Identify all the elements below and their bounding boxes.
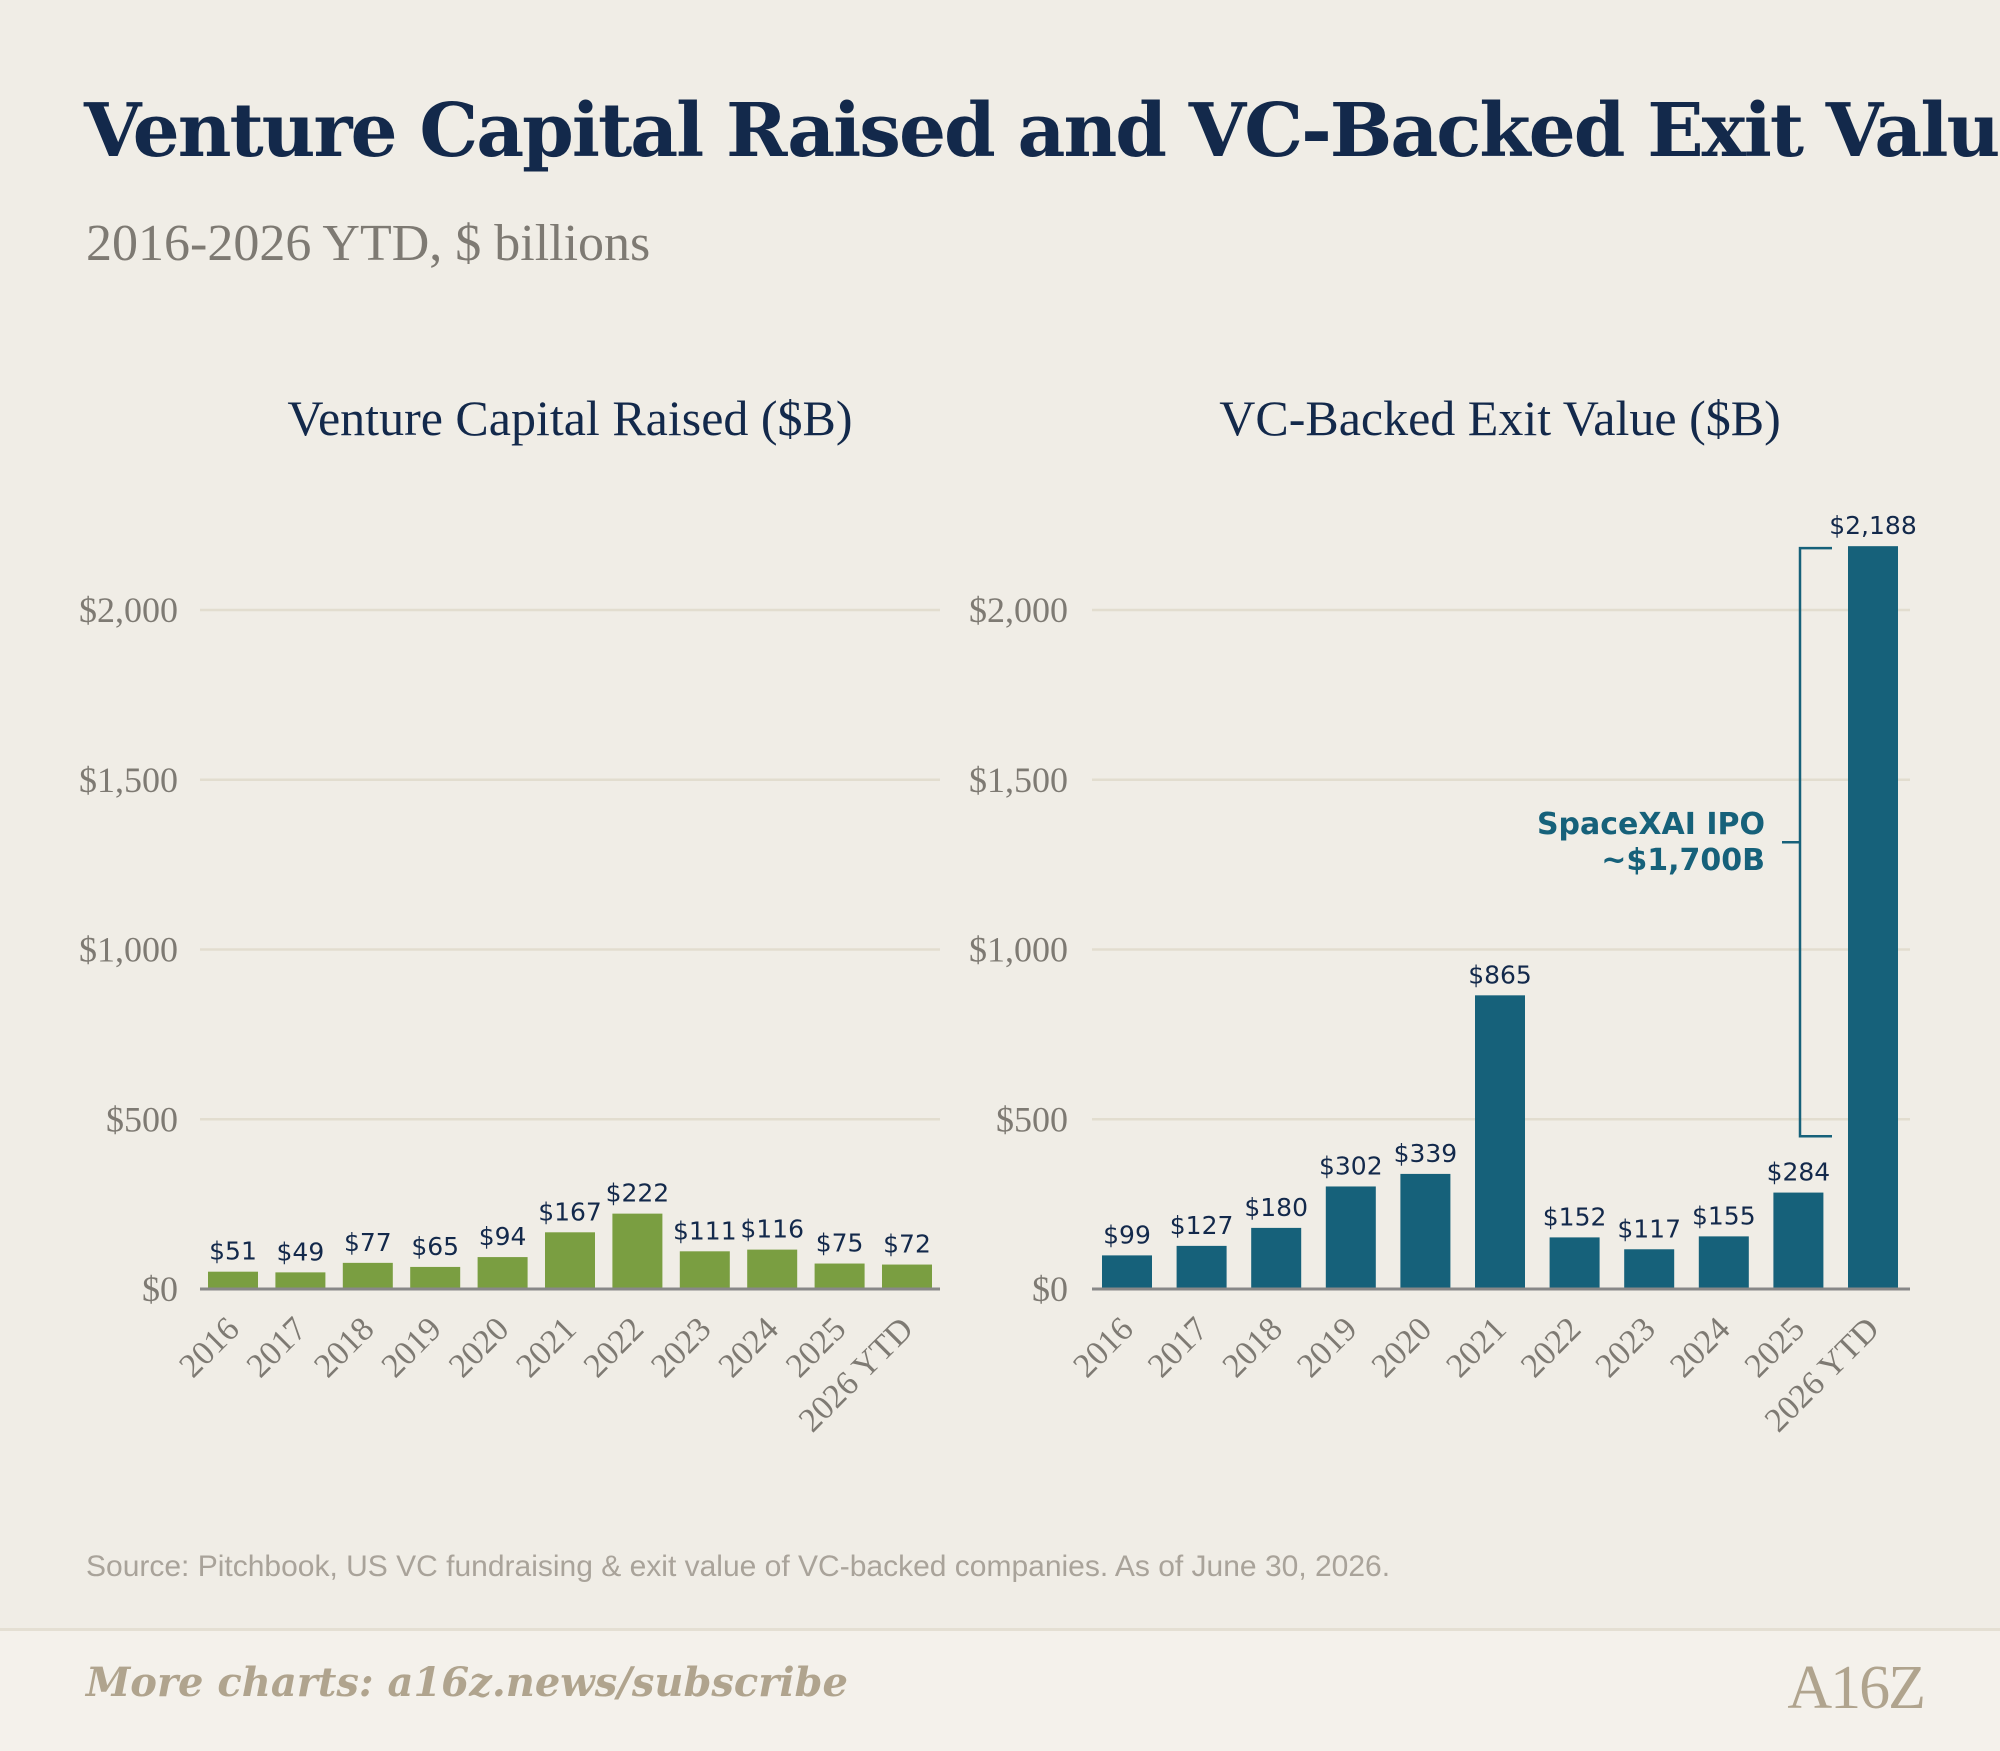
x-tick-label: 2017	[240, 1310, 314, 1384]
bar	[1400, 1173, 1451, 1289]
value-label: $155	[1692, 1201, 1756, 1230]
bar	[477, 1257, 528, 1289]
x-tick-label: 2020	[442, 1310, 516, 1384]
source-note: Source: Pitchbook, US VC fundraising & e…	[86, 1550, 1391, 1583]
value-label: $99	[1103, 1220, 1151, 1249]
bar	[814, 1263, 865, 1289]
value-label: $116	[740, 1215, 804, 1244]
bar	[342, 1262, 393, 1289]
bar	[1698, 1236, 1749, 1289]
bar	[410, 1266, 461, 1289]
bar	[679, 1251, 730, 1289]
value-label: $72	[883, 1230, 931, 1259]
annotation-bracket	[1782, 546, 1832, 1138]
bar	[1251, 1227, 1302, 1289]
venture-capital-raised-chart: Venture Capital Raised ($B) $0 $500 $1,000…	[79, 390, 940, 1439]
chart-title: Venture Capital Raised ($B)	[287, 390, 852, 446]
value-label: $152	[1543, 1202, 1607, 1231]
bar	[882, 1264, 932, 1289]
x-tick-label: 2022	[577, 1310, 651, 1384]
x-tick-label: 2017	[1141, 1310, 1215, 1384]
bar	[208, 1271, 258, 1289]
x-tick-label: 2023	[1589, 1310, 1663, 1384]
x-tick-label: 2016	[172, 1310, 246, 1384]
annotation-label: SpaceXAI IPO	[1537, 807, 1765, 842]
subscribe-link[interactable]: More charts: a16z.news/subscribe	[86, 1659, 848, 1706]
value-label: $65	[411, 1232, 459, 1261]
value-label: $111	[673, 1216, 737, 1245]
x-tick-label: 2020	[1365, 1310, 1439, 1384]
x-tick-label: 2024	[712, 1310, 786, 1384]
value-label: $51	[209, 1237, 257, 1266]
value-label: $180	[1244, 1193, 1308, 1222]
bar	[1549, 1237, 1600, 1289]
vc-backed-exit-value-chart: VC-Backed Exit Value ($B) $0 $500 $1,000 $1…	[969, 390, 1917, 1439]
y-tick-label: $1,000	[969, 930, 1068, 970]
x-tick-label: 2019	[1290, 1310, 1364, 1384]
bar	[545, 1232, 595, 1289]
bar	[747, 1249, 798, 1289]
bar	[1176, 1245, 1227, 1289]
page-title: Venture Capital Raised and VC-Backed Exi…	[84, 88, 2000, 174]
value-label: $75	[816, 1229, 864, 1258]
value-label: $49	[277, 1237, 325, 1266]
x-tick-label: 2021	[509, 1310, 583, 1384]
page-subtitle: 2016-2026 YTD, $ billions	[86, 215, 651, 272]
bar	[1773, 1192, 1824, 1289]
y-tick-label: $500	[996, 1099, 1068, 1139]
bar	[612, 1213, 663, 1289]
x-tick-label: 2021	[1439, 1310, 1513, 1384]
x-tick-label: 2022	[1514, 1310, 1588, 1384]
value-label: $77	[344, 1228, 392, 1257]
x-tick-label: 2019	[375, 1310, 449, 1384]
annotation-label: ~$1,700B	[1601, 843, 1765, 878]
value-label: $865	[1468, 960, 1532, 989]
bar	[275, 1272, 326, 1289]
y-tick-label: $1,500	[969, 760, 1068, 800]
value-label: $167	[538, 1197, 602, 1226]
bar	[1848, 546, 1898, 1289]
value-label: $302	[1319, 1151, 1383, 1180]
bar	[1624, 1249, 1675, 1289]
value-label: $117	[1617, 1214, 1681, 1243]
charts-canvas: Venture Capital Raised ($B) $0 $500 $1,000…	[79, 390, 1917, 1439]
bar	[1102, 1255, 1152, 1289]
y-tick-label: $500	[106, 1099, 178, 1139]
x-tick-label: 2024	[1663, 1310, 1737, 1384]
y-tick-label: $0	[142, 1269, 178, 1309]
value-label: $94	[479, 1222, 527, 1251]
chart-title: VC-Backed Exit Value ($B)	[1219, 390, 1780, 446]
y-tick-label: $2,000	[969, 590, 1068, 630]
value-label: $2,188	[1829, 511, 1916, 540]
bar	[1475, 995, 1525, 1289]
x-tick-label: 2023	[644, 1310, 718, 1384]
footer-bar: More charts: a16z.news/subscribe A16Z	[0, 1628, 2000, 1751]
bar	[1325, 1186, 1376, 1289]
y-tick-label: $0	[1032, 1269, 1068, 1309]
x-tick-label: 2016	[1066, 1310, 1140, 1384]
value-label: $127	[1170, 1211, 1234, 1240]
a16z-logo: A16Z	[1787, 1654, 1926, 1722]
value-label: $284	[1767, 1158, 1831, 1187]
value-label: $222	[606, 1179, 670, 1208]
y-tick-label: $1,000	[79, 930, 178, 970]
y-tick-label: $1,500	[79, 760, 178, 800]
value-label: $339	[1394, 1139, 1458, 1168]
y-tick-label: $2,000	[79, 590, 178, 630]
x-tick-label: 2018	[307, 1310, 381, 1384]
x-tick-label: 2018	[1216, 1310, 1290, 1384]
